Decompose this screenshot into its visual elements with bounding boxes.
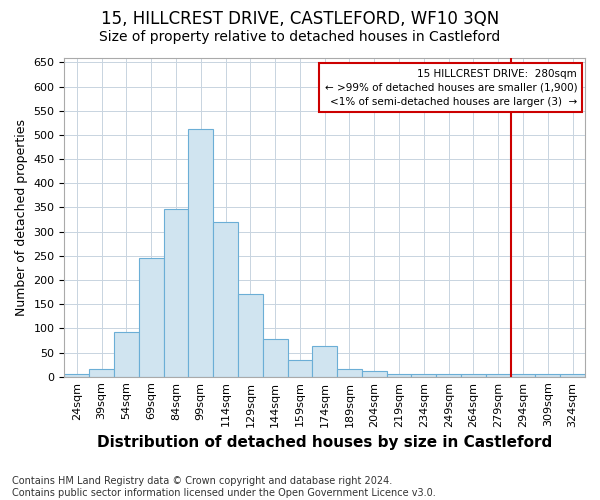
X-axis label: Distribution of detached houses by size in Castleford: Distribution of detached houses by size … (97, 435, 553, 450)
Bar (139, 258, 164, 376)
Bar (188, 128, 213, 376)
Bar (313, 346, 337, 376)
Text: 15, HILLCREST DRIVE, CASTLEFORD, WF10 3QN: 15, HILLCREST DRIVE, CASTLEFORD, WF10 3Q… (101, 10, 499, 28)
Text: Size of property relative to detached houses in Castleford: Size of property relative to detached ho… (100, 30, 500, 44)
Bar (287, 360, 313, 376)
Bar (337, 370, 362, 376)
Bar (412, 374, 436, 376)
Bar (64, 374, 89, 376)
Y-axis label: Number of detached properties: Number of detached properties (15, 118, 28, 316)
Bar (114, 332, 139, 376)
Bar (560, 374, 585, 376)
Bar (436, 374, 461, 376)
Bar (386, 374, 412, 376)
Bar (461, 374, 486, 376)
Bar (213, 222, 238, 376)
Text: Contains HM Land Registry data © Crown copyright and database right 2024.
Contai: Contains HM Land Registry data © Crown c… (12, 476, 436, 498)
Bar (263, 339, 287, 376)
Bar (511, 374, 535, 376)
Bar (164, 209, 188, 376)
Bar (238, 294, 263, 376)
Bar (535, 374, 560, 376)
Text: 15 HILLCREST DRIVE:  280sqm
← >99% of detached houses are smaller (1,900)
<1% of: 15 HILLCREST DRIVE: 280sqm ← >99% of det… (325, 68, 577, 106)
Bar (486, 374, 511, 376)
Bar (89, 370, 114, 376)
Bar (362, 371, 386, 376)
